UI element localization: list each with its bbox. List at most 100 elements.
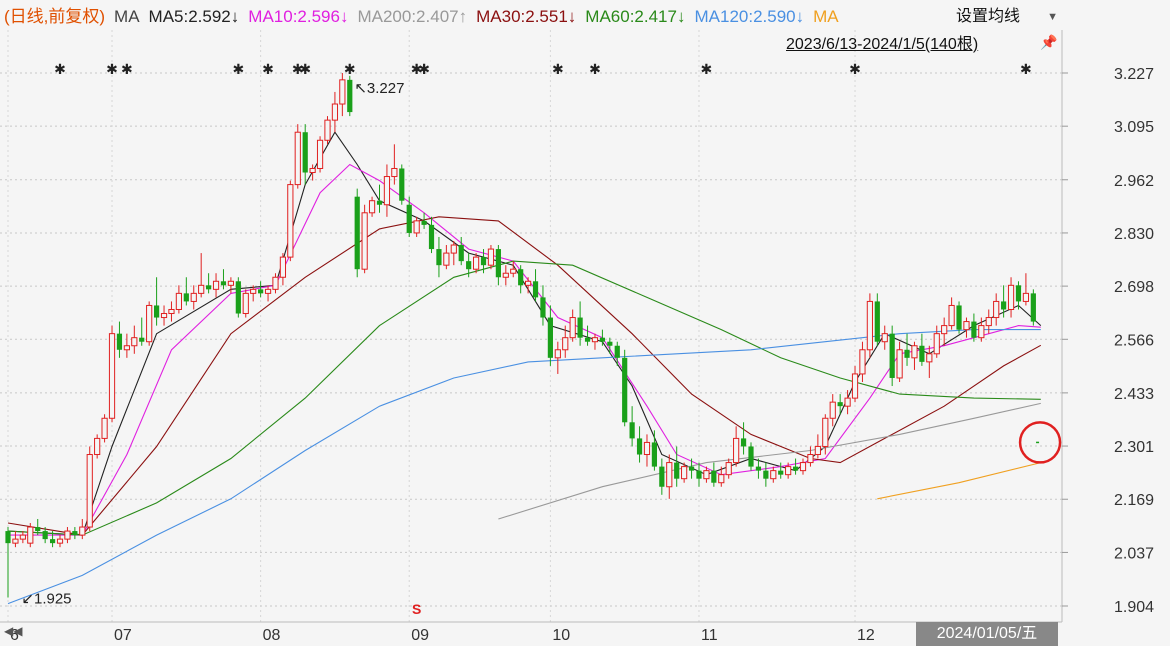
candle-body bbox=[12, 538, 19, 544]
candle bbox=[525, 277, 532, 294]
candle-body bbox=[116, 333, 123, 350]
candle bbox=[926, 345, 933, 378]
candle bbox=[814, 434, 821, 459]
candle-body bbox=[368, 200, 376, 214]
candle-body bbox=[532, 281, 539, 298]
candle-body bbox=[688, 466, 695, 471]
candle bbox=[941, 317, 948, 346]
candle bbox=[258, 281, 264, 298]
candle bbox=[896, 341, 903, 383]
candle-body bbox=[316, 139, 324, 169]
candle-body bbox=[406, 204, 412, 233]
candle-body bbox=[72, 531, 78, 536]
candle-body bbox=[279, 256, 287, 278]
candle bbox=[599, 329, 605, 346]
candle bbox=[12, 531, 19, 548]
candle-body bbox=[985, 317, 992, 327]
candle bbox=[778, 462, 784, 479]
candle bbox=[859, 341, 866, 383]
candle bbox=[116, 321, 123, 358]
candle-body bbox=[866, 300, 873, 351]
candle-body bbox=[86, 454, 93, 528]
y-tick-label: 2.830 bbox=[1114, 226, 1154, 243]
max-price-label: ↖3.227 bbox=[354, 80, 404, 97]
ma-line-ma10 bbox=[8, 163, 1041, 536]
candle-body bbox=[480, 257, 487, 266]
candle-body bbox=[1007, 284, 1015, 310]
candle bbox=[696, 462, 702, 487]
ma-legend-item: MA10:2.596↓ bbox=[248, 7, 349, 26]
candle-body bbox=[889, 333, 895, 378]
candle bbox=[844, 390, 851, 415]
candle-body bbox=[733, 437, 740, 464]
candle bbox=[413, 216, 420, 237]
candle bbox=[279, 253, 287, 286]
candle bbox=[139, 317, 145, 346]
candle-body bbox=[591, 337, 599, 343]
x-tick-label: 11 bbox=[701, 627, 718, 644]
candle-body bbox=[948, 304, 955, 327]
candle bbox=[1022, 273, 1030, 306]
ma-settings-button[interactable]: 设置均线 ▼ bbox=[950, 5, 1062, 29]
candle bbox=[651, 430, 658, 471]
candle bbox=[622, 349, 628, 427]
candle-body bbox=[421, 220, 427, 225]
candle bbox=[866, 293, 873, 358]
candle-body bbox=[42, 531, 48, 540]
candle-body bbox=[822, 417, 829, 447]
candle-body bbox=[881, 333, 888, 343]
x-tick-label: 08 bbox=[263, 627, 281, 644]
ma-settings-label: 设置均线 bbox=[956, 8, 1021, 25]
candle bbox=[532, 269, 539, 302]
candle bbox=[807, 446, 814, 467]
candle-body bbox=[577, 317, 583, 338]
y-tick-label: 1.904 bbox=[1114, 599, 1154, 616]
candle-body bbox=[198, 284, 205, 294]
candle-body bbox=[495, 249, 501, 278]
candle bbox=[27, 523, 34, 548]
candle bbox=[725, 458, 732, 479]
candle-body bbox=[711, 470, 717, 483]
candle bbox=[547, 305, 553, 366]
candle-body bbox=[168, 308, 175, 315]
candle-body bbox=[190, 292, 197, 302]
candle-body bbox=[584, 337, 591, 342]
event-marker-icon: ✱ bbox=[232, 62, 244, 78]
candle-body bbox=[175, 292, 182, 310]
ma-legend-item: MA bbox=[813, 7, 839, 26]
candle-body bbox=[436, 249, 442, 266]
candle-body bbox=[5, 531, 11, 544]
period-label: (日线,前复权) bbox=[4, 7, 106, 26]
price-axis: 3.227 3.095 2.962 2.830 2.698 2.566 2.433 2.301… bbox=[1061, 30, 1154, 622]
candle-body bbox=[674, 462, 680, 479]
candle-body bbox=[19, 534, 26, 540]
event-marker-icon: ✱ bbox=[54, 62, 66, 78]
candle bbox=[792, 458, 799, 475]
candle-body bbox=[778, 470, 784, 475]
candle bbox=[971, 313, 977, 342]
candle bbox=[1001, 285, 1007, 318]
candle-body bbox=[309, 167, 316, 174]
candle bbox=[993, 293, 1000, 326]
candle bbox=[518, 265, 524, 294]
candle bbox=[711, 462, 717, 487]
candle bbox=[591, 333, 599, 350]
highlight-circle bbox=[1018, 421, 1062, 464]
date-range-label[interactable]: 2023/6/13-2024/1/5(140根) bbox=[786, 36, 979, 53]
pin-icon[interactable]: 📌 bbox=[1040, 34, 1058, 50]
candle-body bbox=[643, 441, 651, 456]
candle bbox=[569, 309, 576, 342]
candle bbox=[681, 462, 688, 483]
candle-body bbox=[324, 119, 331, 141]
candle bbox=[466, 253, 472, 278]
candle bbox=[56, 535, 64, 548]
candle-body bbox=[814, 445, 821, 456]
event-marker-icon: ✱ bbox=[344, 62, 356, 78]
candle-body bbox=[725, 462, 732, 476]
candle-body bbox=[487, 248, 495, 266]
candle bbox=[740, 422, 747, 455]
event-marker-icon: ✱ bbox=[121, 62, 133, 78]
candle-body bbox=[108, 333, 116, 419]
scroll-left-icon[interactable]: ◀◀ bbox=[4, 624, 23, 638]
